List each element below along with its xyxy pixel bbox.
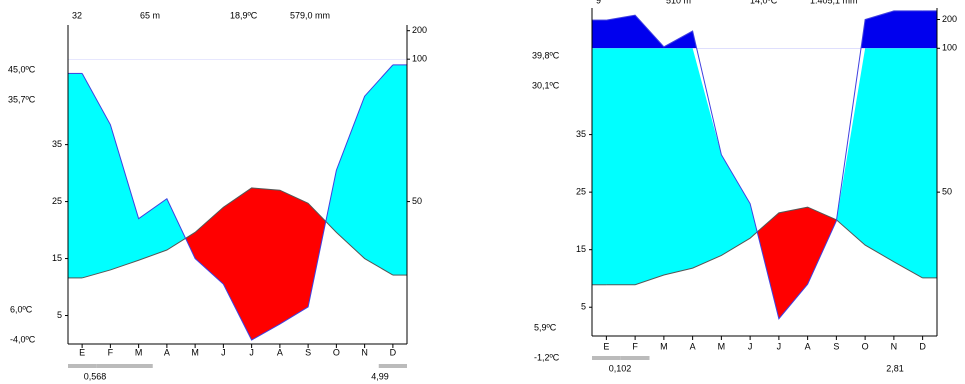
x-tick-label: S	[305, 347, 311, 357]
y2-tick-label: 50	[942, 187, 952, 197]
frost-bar	[124, 364, 153, 368]
header-stat: 510 m	[666, 0, 691, 5]
y2-tick-label: 200	[942, 14, 957, 24]
series-line	[81, 64, 394, 341]
y2-tick-label: 200	[412, 25, 427, 35]
y-tick-label: 5	[57, 310, 62, 320]
y2-tick-label: 100	[412, 54, 427, 64]
extreme-label: 45,0ºC	[8, 64, 36, 74]
footer-stat: 0,102	[609, 363, 632, 373]
extreme-label: 5,9ºC	[534, 322, 557, 332]
wet-area	[592, 48, 937, 285]
x-tick-label: J	[748, 341, 753, 351]
x-tick-label: J	[777, 341, 782, 351]
frost-bar	[620, 356, 650, 360]
x-tick-label: O	[862, 341, 869, 351]
x-tick-label: J	[221, 347, 226, 357]
x-tick-label: M	[191, 347, 199, 357]
x-tick-label: M	[718, 341, 726, 351]
extreme-label: 30,1ºC	[532, 80, 560, 90]
extreme-label: 39,8ºC	[532, 50, 560, 60]
y2-tick-label: 100	[942, 43, 957, 53]
x-tick-label: O	[333, 347, 340, 357]
x-tick-label: D	[390, 347, 397, 357]
frost-bar	[68, 364, 97, 368]
x-tick-label: A	[690, 341, 696, 351]
series-line	[606, 10, 923, 320]
frost-bar	[592, 356, 621, 360]
x-tick-label: F	[632, 341, 638, 351]
header-stat: 18,9ºC	[230, 10, 258, 20]
footer-stat: 2,81	[886, 363, 904, 373]
x-tick-label: E	[603, 341, 609, 351]
x-tick-label: A	[805, 341, 811, 351]
y-tick-label: 15	[576, 244, 586, 254]
footer-stat: 4,99	[371, 371, 389, 381]
y-tick-label: 15	[52, 253, 62, 263]
extreme-label: 6,0ºC	[10, 304, 33, 314]
header-stat: 1.405,1 mm	[810, 0, 858, 5]
footer-stat: 0,568	[84, 371, 107, 381]
series-line	[606, 206, 923, 286]
y2-tick-label: 50	[412, 196, 422, 206]
extreme-label: -1,2ºC	[534, 352, 560, 362]
frost-bar	[96, 364, 125, 368]
extreme-label: -4,0ºC	[10, 334, 36, 344]
x-tick-label: S	[833, 341, 839, 351]
header-stat: 32	[72, 10, 82, 20]
frost-bar	[378, 364, 407, 368]
y-tick-label: 25	[576, 187, 586, 197]
extreme-label: 35,7ºC	[8, 94, 36, 104]
series-line	[81, 187, 394, 279]
x-tick-label: N	[891, 341, 898, 351]
header-stat: 9	[596, 0, 601, 5]
x-tick-label: M	[660, 341, 668, 351]
x-tick-label: A	[277, 347, 283, 357]
x-tick-label: A	[164, 347, 170, 357]
header-stat: 14,0ºC	[750, 0, 778, 5]
x-tick-label: E	[79, 347, 85, 357]
x-tick-label: M	[135, 347, 143, 357]
y-tick-label: 5	[581, 302, 586, 312]
header-stat: 65 m	[140, 10, 160, 20]
x-tick-label: F	[108, 347, 114, 357]
y-tick-label: 35	[52, 139, 62, 149]
header-stat: 579,0 mm	[290, 10, 330, 20]
y-tick-label: 35	[576, 129, 586, 139]
y-tick-label: 25	[52, 196, 62, 206]
x-tick-label: D	[919, 341, 926, 351]
x-tick-label: J	[249, 347, 254, 357]
x-tick-label: N	[361, 347, 368, 357]
